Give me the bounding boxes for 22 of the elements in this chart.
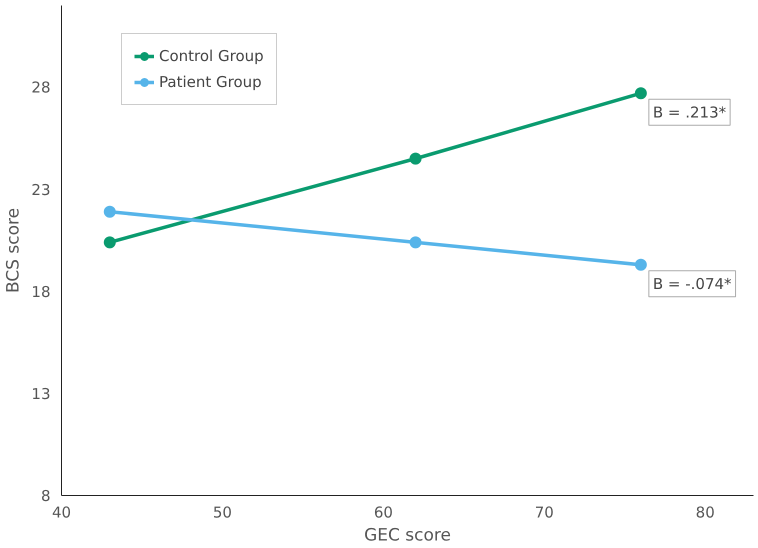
y-tick-label: 18: [31, 282, 51, 301]
x-tick-label: 50: [212, 504, 232, 522]
y-tick-label: 23: [31, 180, 51, 199]
legend-label: Patient Group: [159, 73, 262, 91]
point: [104, 206, 116, 218]
point: [410, 236, 422, 248]
x-tick-label: 60: [374, 504, 393, 522]
y-tick-label: 28: [31, 78, 51, 97]
x-tick-label: 80: [696, 504, 715, 522]
y-axis-title: BCS score: [3, 208, 24, 294]
annotation: B = .213*: [652, 103, 727, 122]
x-axis-title: GEC score: [364, 526, 451, 546]
y-tick-label: 8: [40, 487, 51, 505]
annotation: B = -.074*: [652, 274, 732, 293]
point: [634, 258, 647, 271]
x-tick-label: 70: [534, 504, 554, 522]
x-tick-label: 40: [52, 504, 72, 522]
legend-label: Control Group: [159, 47, 264, 65]
point: [410, 152, 422, 165]
point: [634, 87, 647, 100]
y-tick-label: 13: [31, 384, 51, 403]
point: [104, 236, 116, 248]
